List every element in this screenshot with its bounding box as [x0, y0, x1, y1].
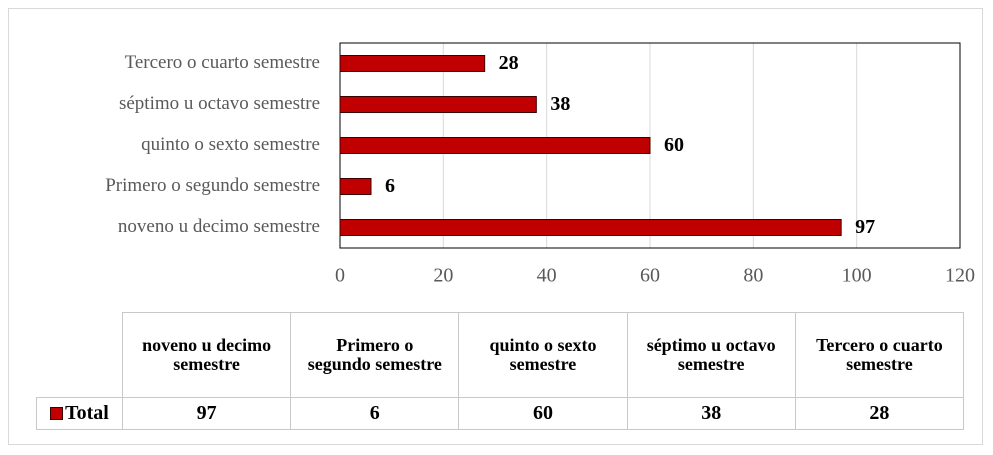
x-tick-label: 100	[842, 265, 872, 287]
table-header: Tercero o cuarto semestre	[794, 312, 964, 398]
x-tick-label: 60	[640, 265, 660, 287]
y-tick-label: séptimo u octavo semestre	[119, 93, 320, 114]
legend-swatch	[50, 407, 64, 420]
y-tick-label: Tercero o cuarto semestre	[125, 52, 320, 73]
table-header: séptimo u octavo semestre	[626, 312, 796, 398]
table-value: 6	[290, 397, 460, 430]
y-tick-label: quinto o sexto semestre	[141, 134, 320, 155]
table-value: 38	[626, 397, 796, 430]
x-tick-label: 80	[743, 265, 763, 287]
data-label: 28	[499, 52, 519, 74]
table-header: Primero o segundo semestre	[290, 312, 460, 398]
bar	[339, 219, 842, 236]
y-tick-label: noveno u decimo semestre	[118, 216, 320, 237]
x-tick-label: 0	[335, 265, 345, 287]
table-value: 28	[794, 397, 964, 430]
bar	[339, 137, 651, 154]
x-tick-label: 120	[945, 265, 975, 287]
x-tick-label: 20	[433, 265, 453, 287]
x-tick-label: 40	[537, 265, 557, 287]
bar	[339, 55, 486, 72]
table-header: noveno u decimo semestre	[122, 312, 292, 398]
table-value: 97	[122, 397, 292, 430]
data-label: 97	[855, 216, 875, 238]
legend-label: Total	[65, 402, 109, 424]
table-header: quinto o sexto semestre	[458, 312, 628, 398]
chart-frame	[8, 8, 983, 445]
y-tick-label: Primero o segundo semestre	[105, 175, 320, 196]
table-legend: Total	[36, 397, 123, 430]
data-label: 60	[664, 134, 684, 156]
table-value: 60	[458, 397, 628, 430]
bar	[339, 96, 537, 113]
bar	[339, 178, 372, 195]
data-label: 6	[385, 175, 395, 197]
data-label: 38	[550, 93, 570, 115]
